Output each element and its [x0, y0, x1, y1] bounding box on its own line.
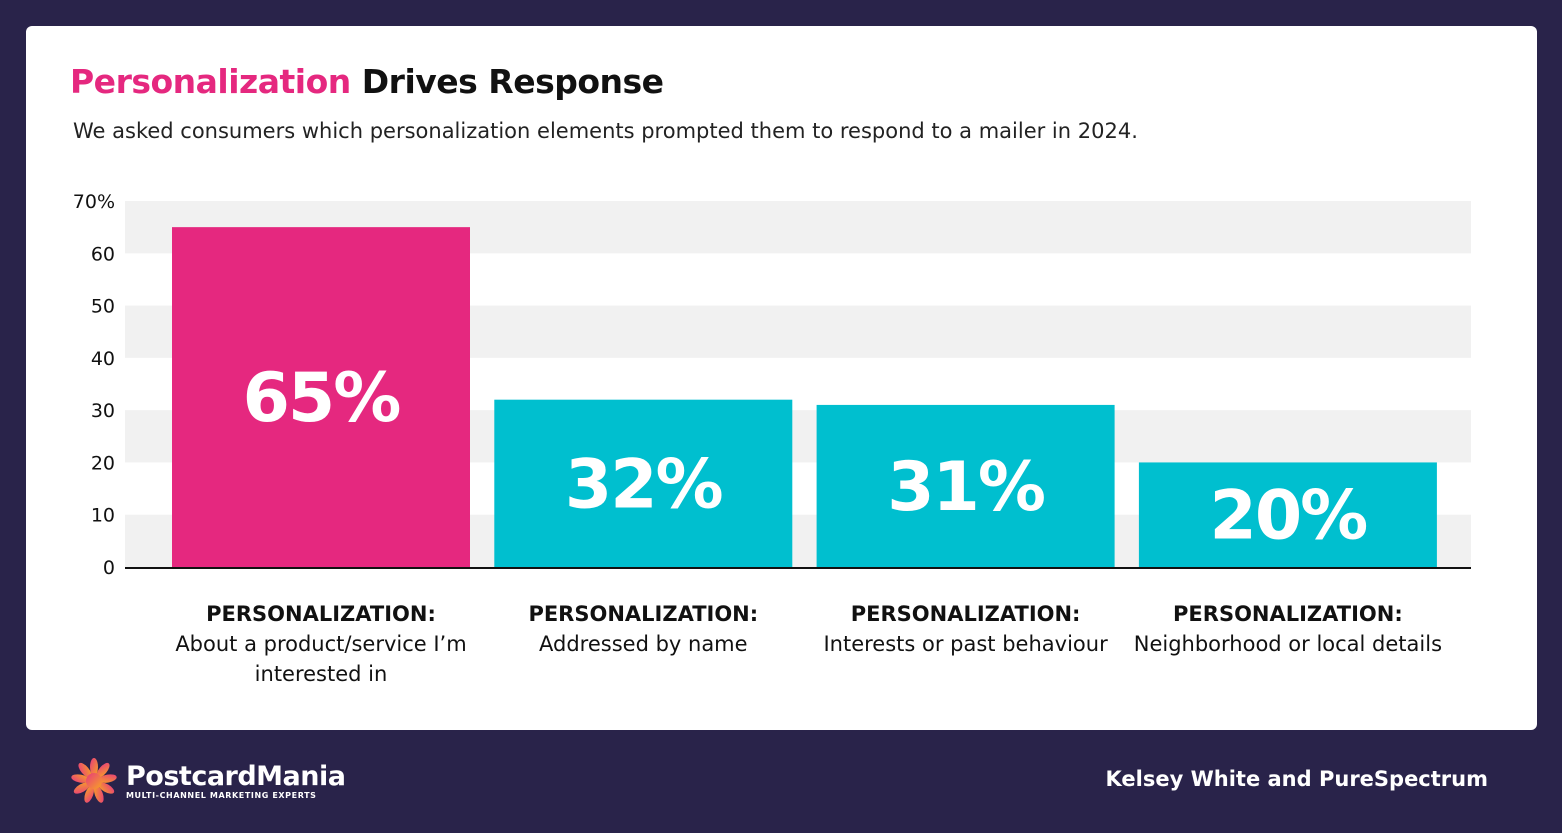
chart-title: Personalization Drives Response — [70, 62, 664, 101]
y-tick-label: 20 — [91, 452, 115, 474]
postcardmania-logo: PostcardMania MULTI-CHANNEL MARKETING EX… — [70, 757, 346, 805]
category-text: Interests or past behaviour — [823, 632, 1108, 656]
category-head: PERSONALIZATION: — [206, 602, 436, 626]
y-tick-label: 40 — [91, 348, 115, 370]
bar-data-label: 65% — [243, 359, 400, 438]
bar — [494, 399, 793, 567]
x-category-label: PERSONALIZATION: Neighborhood or local de… — [1127, 599, 1449, 659]
bar — [1138, 462, 1437, 567]
y-tick-label: 60 — [91, 243, 115, 265]
y-tick-label: 70% — [73, 191, 115, 213]
y-tick-label: 30 — [91, 400, 115, 422]
bar-data-label: 31% — [887, 448, 1044, 527]
bar — [172, 227, 470, 567]
y-tick-label: 0 — [103, 557, 115, 579]
x-category-label: PERSONALIZATION: Addressed by name — [482, 599, 804, 659]
category-text: About a product/service I’m interested i… — [175, 632, 467, 686]
bar-data-label: 20% — [1210, 477, 1367, 556]
category-head: PERSONALIZATION: — [1173, 602, 1403, 626]
y-tick-label: 10 — [91, 505, 115, 527]
bar — [816, 404, 1115, 567]
x-category-label: PERSONALIZATION: Interests or past behavi… — [805, 599, 1127, 659]
flower-logo-icon — [71, 758, 117, 803]
title-accent: Personalization — [70, 62, 351, 101]
category-head: PERSONALIZATION: — [528, 602, 759, 626]
logo-name: PostcardMania — [126, 760, 346, 792]
x-category-label: PERSONALIZATION: About a product/service … — [160, 599, 482, 689]
chart-subtitle: We asked consumers which personalization… — [73, 119, 1138, 143]
y-tick-label: 50 — [91, 296, 115, 318]
source-credit: Kelsey White and PureSpectrum — [1105, 767, 1488, 791]
category-text: Neighborhood or local details — [1133, 632, 1443, 656]
bar-data-label: 32% — [565, 445, 722, 524]
category-text: Addressed by name — [539, 632, 748, 656]
category-head: PERSONALIZATION: — [850, 602, 1081, 626]
title-rest: Drives Response — [361, 62, 664, 101]
logo-tagline: MULTI-CHANNEL MARKETING EXPERTS — [126, 790, 317, 800]
